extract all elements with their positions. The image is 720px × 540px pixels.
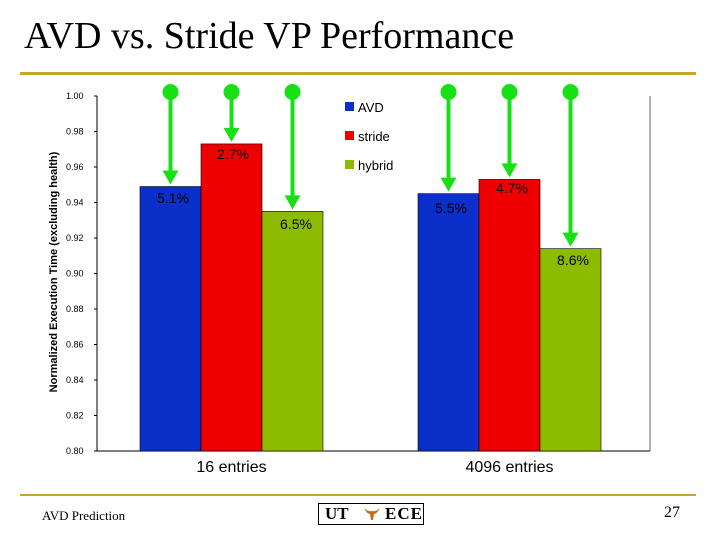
bar-stride-2 [478, 179, 541, 452]
data-label-hybrid-2: 8.6% [557, 252, 589, 268]
y-axis-title: Normalized Execution Time (excluding hea… [48, 151, 60, 392]
data-label-avd-1: 5.1% [157, 190, 189, 206]
data-label-avd-2: 5.5% [435, 200, 467, 216]
arrow-head [284, 195, 301, 210]
legend-label-hybrid: hybrid [358, 158, 393, 173]
bar-stride-1 [200, 143, 263, 452]
legend-swatch-avd [345, 102, 354, 111]
arrow-head [562, 232, 579, 247]
legend-swatch-stride [345, 131, 354, 140]
logo-ut-text: UT [325, 504, 349, 523]
arrow-head [501, 163, 518, 178]
slide-title: AVD vs. Stride VP Performance [24, 15, 515, 57]
bar-avd-2 [417, 193, 480, 452]
title-rule [20, 72, 696, 75]
arrow-dot [223, 84, 240, 100]
logo-ece-text: ECE [385, 504, 423, 523]
x-category-label: 4096 entries [465, 459, 553, 476]
arrow-dot [501, 84, 518, 100]
arrow-dot [162, 84, 179, 100]
longhorn-icon [363, 505, 381, 523]
page-number: 27 [664, 504, 680, 521]
chart: Normalized Execution Time (excluding hea… [48, 84, 651, 476]
arrow-dot [284, 84, 301, 100]
y-tick-label: 0.98 [66, 127, 84, 137]
arrow-head [223, 127, 240, 142]
bar-hybrid-2 [539, 248, 602, 452]
y-tick-label: 0.96 [66, 162, 84, 172]
footer-rule [20, 494, 696, 496]
arrow-dot [562, 84, 579, 100]
data-label-hybrid-1: 6.5% [280, 216, 312, 232]
arrow-dot [440, 84, 457, 100]
legend-label-avd: AVD [358, 100, 384, 115]
y-tick-label: 0.84 [66, 375, 84, 385]
legend-swatch-hybrid [345, 160, 354, 169]
y-tick-label: 0.86 [66, 340, 84, 350]
y-tick-label: 0.88 [66, 304, 84, 314]
legend-label-stride: stride [358, 129, 390, 144]
arrow-head [440, 177, 457, 192]
y-tick-label: 1.00 [66, 91, 84, 101]
y-tick-label: 0.92 [66, 233, 84, 243]
arrow-head [162, 170, 179, 185]
footer-label: AVD Prediction [42, 508, 126, 523]
data-label-stride-1: 2.7% [217, 146, 249, 162]
bar-hybrid-1 [261, 211, 324, 452]
y-tick-label: 0.90 [66, 269, 84, 279]
data-label-stride-2: 4.7% [496, 180, 528, 196]
y-tick-label: 0.94 [66, 198, 84, 208]
x-category-label: 16 entries [196, 459, 266, 476]
ut-ece-logo: UT ECE [318, 503, 424, 525]
y-tick-label: 0.80 [66, 446, 84, 456]
bar-avd-1 [139, 186, 202, 452]
y-tick-label: 0.82 [66, 411, 84, 421]
